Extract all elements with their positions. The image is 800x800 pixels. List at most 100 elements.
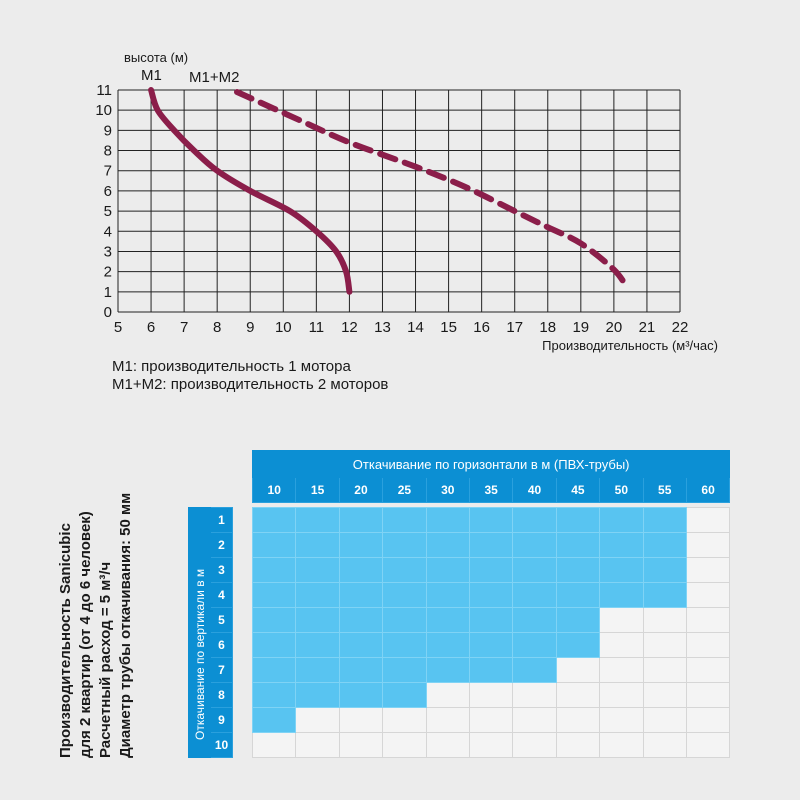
table-cell (642, 532, 687, 558)
table-cell (599, 582, 644, 608)
table-cell (338, 732, 384, 758)
table-cell (642, 657, 687, 683)
table-cell (382, 532, 427, 558)
y-tick-label: 8 (104, 143, 112, 160)
x-tick-label: 9 (246, 319, 254, 336)
table-cell (425, 532, 470, 558)
table-cell (599, 507, 644, 533)
table-cell (555, 582, 601, 608)
table-cell (555, 632, 601, 658)
table-cell (685, 732, 731, 758)
table-row: Откачивание по вертикали в м 1 (188, 507, 731, 758)
column-header: 45 (555, 477, 601, 503)
table-cell (425, 507, 470, 533)
column-header: 60 (685, 477, 731, 503)
y-tick-label: 0 (104, 304, 112, 321)
table-cell (599, 532, 644, 558)
table-cell (251, 582, 297, 608)
column-header: 35 (468, 477, 514, 503)
x-tick-label: 19 (572, 319, 589, 336)
table-cell (338, 682, 384, 708)
table-cell (512, 582, 557, 608)
table-cell (512, 707, 557, 733)
column-header: 20 (338, 477, 384, 503)
table-cell (512, 732, 557, 758)
x-tick-label: 22 (672, 319, 689, 336)
table-cell (295, 682, 340, 708)
table-cell (685, 532, 731, 558)
table-cell (295, 707, 340, 733)
pump-curve-chart: 5 6 7 8 9 10 11 12 13 14 15 16 17 18 19 20 21 22012345678… (95, 50, 718, 353)
table-cell (382, 707, 427, 733)
x-tick-label: 11 (309, 319, 325, 336)
horizontal-header: Откачивание по горизонтали в м (ПВХ-труб… (251, 450, 731, 478)
x-tick-label: 10 (275, 319, 292, 336)
table-cell (642, 607, 687, 633)
table-cell (251, 657, 297, 683)
table-cell (599, 657, 644, 683)
side-text-line-3: Расчетный расход = 5 м³/ч (97, 561, 114, 758)
table-row: 8 (189, 682, 731, 708)
table-cell (555, 557, 601, 583)
column-header: 15 (295, 477, 340, 503)
y-tick-label: 5 (104, 203, 112, 220)
table-cell (382, 507, 427, 533)
table-cell (468, 707, 514, 733)
side-text-line-2: для 2 квартир (от 4 до 6 человек) (77, 511, 94, 758)
table-cell (685, 707, 731, 733)
table-cell (382, 607, 427, 633)
table-row: 9 (189, 707, 731, 733)
table-cell (425, 707, 470, 733)
table-cell (642, 707, 687, 733)
row-header: 2 (210, 532, 233, 558)
x-tick-label: 18 (539, 319, 556, 336)
x-tick-label: 20 (606, 319, 623, 336)
row-header: 9 (210, 707, 233, 733)
table-row: 5 (189, 607, 731, 633)
column-header: 40 (512, 477, 557, 503)
table-cell (382, 632, 427, 658)
table-cell (599, 607, 644, 633)
table-cell (295, 607, 340, 633)
pumping-table: Откачивание по горизонтали в м (ПВХ-труб… (188, 450, 731, 758)
table-cell (512, 557, 557, 583)
column-header: 55 (642, 477, 687, 503)
table-cell (338, 557, 384, 583)
y-tick-label: 3 (104, 243, 112, 260)
table-cell (642, 732, 687, 758)
table-cell (425, 657, 470, 683)
table-cell (468, 632, 514, 658)
vertical-header-label: Откачивание по вертикали в м (193, 568, 207, 740)
x-tick-label: 5 (114, 319, 122, 336)
table-cell (685, 607, 731, 633)
y-tick-label: 4 (104, 223, 112, 240)
table-cell (642, 507, 687, 533)
table-cell (295, 732, 340, 758)
table-cell (642, 557, 687, 583)
x-tick-label: 8 (213, 319, 221, 336)
table-cell (468, 657, 514, 683)
row-header: 3 (210, 557, 233, 583)
table-cell (555, 507, 601, 533)
row-header: 10 (210, 732, 233, 758)
y-tick-label: 2 (104, 264, 112, 281)
table-cell (642, 582, 687, 608)
table-cell (425, 607, 470, 633)
column-header: 30 (425, 477, 470, 503)
y-tick-label: 9 (104, 122, 112, 139)
x-tick-label: 12 (341, 319, 358, 336)
y-tick-label: 6 (104, 183, 112, 200)
side-text-line-4: Диаметр трубы откачивания: 50 мм (117, 492, 134, 758)
y-tick-label: 1 (104, 284, 112, 301)
x-axis-label: Производительность (м³/час) (542, 338, 718, 353)
y-tick-label: 11 (96, 82, 112, 99)
table-cell (338, 607, 384, 633)
y-tick-label: 10 (95, 102, 112, 119)
row-header: 4 (210, 582, 233, 608)
x-tick-label: 14 (407, 319, 424, 336)
table-cell (512, 507, 557, 533)
table-cell (555, 732, 601, 758)
table-row: 10 (189, 732, 731, 758)
table-cell (512, 632, 557, 658)
x-tick-label: 21 (639, 319, 656, 336)
